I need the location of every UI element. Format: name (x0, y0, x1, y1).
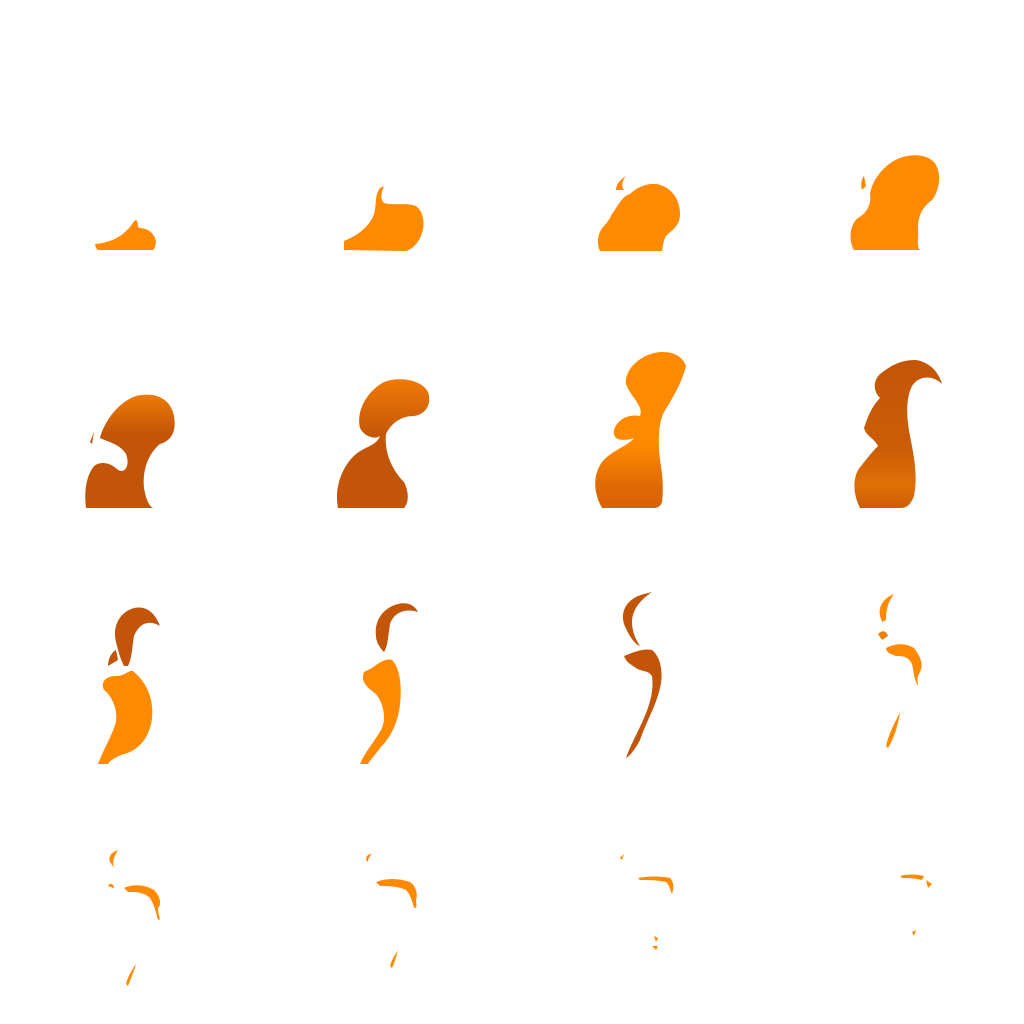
sprite-frame-10 (256, 512, 512, 768)
sprite-frame-5 (0, 256, 256, 512)
sprite-frame-8 (768, 256, 1024, 512)
sprite-frame-4 (768, 0, 1024, 256)
sprite-frame-13 (0, 768, 256, 1024)
flame-frame-1-graphic (95, 220, 156, 250)
flame-frame-2-graphic (344, 186, 424, 251)
flame-frame-11-graphic (622, 592, 662, 758)
flame-frame-12-graphic (878, 594, 922, 748)
sprite-frame-7 (512, 256, 768, 512)
sprite-frame-11 (512, 512, 768, 768)
sprite-frame-9 (0, 512, 256, 768)
flame-frame-9-graphic (98, 607, 160, 764)
flame-frame-5-graphic (85, 394, 175, 508)
flame-frame-15-graphic (620, 854, 674, 950)
flame-frame-13-graphic (108, 850, 161, 986)
flame-frame-8-graphic (854, 360, 942, 508)
flame-frame-3-graphic (597, 176, 680, 251)
flame-frame-10-graphic (360, 603, 418, 764)
flame-frame-14-graphic (366, 854, 417, 968)
flame-frame-6-graphic (336, 379, 430, 508)
sprite-frame-3 (512, 0, 768, 256)
sprite-frame-14 (256, 768, 512, 1024)
flame-frame-7-graphic (595, 352, 686, 508)
sprite-frame-16 (768, 768, 1024, 1024)
sprite-frame-2 (256, 0, 512, 256)
sprite-frame-1 (0, 0, 256, 256)
sprite-frame-6 (256, 256, 512, 512)
flame-frame-16-graphic (900, 874, 932, 936)
sprite-frame-15 (512, 768, 768, 1024)
sprite-frame-12 (768, 512, 1024, 768)
flame-frame-4-graphic (850, 155, 940, 250)
